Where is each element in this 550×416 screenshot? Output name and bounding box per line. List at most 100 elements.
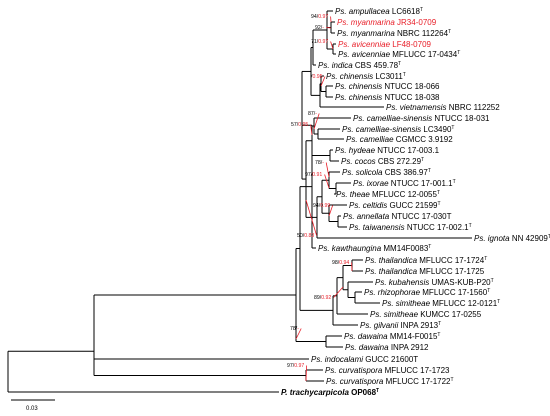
taxon-name: Ps. indocalami bbox=[311, 355, 365, 364]
tip-label: Ps. chinensis LC3011T bbox=[326, 72, 406, 81]
bayesian-probability: 0.99 bbox=[320, 203, 330, 209]
support-value: 78/- bbox=[315, 160, 324, 166]
type-marker: T bbox=[437, 332, 440, 338]
taxon-name: Ps. hydeae bbox=[335, 146, 377, 155]
support-value: 98/0.94 bbox=[332, 260, 349, 266]
strain-id: GUCC 21600T bbox=[365, 355, 418, 364]
type-marker: T bbox=[491, 278, 494, 284]
ml-bootstrap: 71/ bbox=[311, 39, 319, 45]
taxon-name: Ps. curvatispora bbox=[326, 377, 386, 386]
scale-bar: 0.03 bbox=[11, 399, 55, 412]
tip-label: Ps. ampullacea LC6618T bbox=[335, 7, 423, 16]
taxon-name: Ps. camelliae-sinensis bbox=[342, 125, 423, 134]
bayesian-probability: - bbox=[322, 160, 324, 166]
tip-label: Ps. kubahensis UMAS-KUB-P20T bbox=[375, 278, 494, 287]
tip-label: P. trachycarpicola OP068T bbox=[281, 388, 379, 397]
strain-id: NTUCC 17-003.1 bbox=[377, 146, 439, 155]
tip-label: Ps. vietnamensis NBRC 112252 bbox=[386, 103, 500, 112]
ml-bootstrap: 92/ bbox=[315, 25, 323, 31]
strain-id: NN 42909 bbox=[512, 234, 549, 243]
taxon-name: Ps. chinensis bbox=[326, 72, 375, 81]
tip-label: Ps. gilvanii INPA 2913T bbox=[360, 321, 441, 330]
support-value: /0.95 bbox=[311, 74, 323, 80]
taxon-name: Ps. simitheae bbox=[382, 299, 432, 308]
strain-id: LC3011 bbox=[375, 72, 403, 81]
strain-id: CBS 272.29 bbox=[378, 157, 422, 166]
strain-id: LC3490 bbox=[423, 125, 452, 134]
strain-id: MM14F0083 bbox=[383, 244, 428, 253]
tip-label: Ps. myanmarina NBRC 112264T bbox=[337, 29, 451, 38]
taxon-name: Ps. myanmarina bbox=[337, 18, 397, 27]
tip-label: Ps. camelliae-sinensis LC3490T bbox=[342, 125, 454, 134]
bayesian-probability: 0.94 bbox=[339, 260, 349, 266]
strain-id: MFLUCC 12-0055 bbox=[372, 190, 437, 199]
type-marker: T bbox=[484, 256, 487, 262]
taxon-name: Ps. simitheae bbox=[370, 310, 420, 319]
taxon-name: P. trachycarpicola bbox=[281, 388, 351, 397]
tip-label: Ps. dawaina INPA 2912 bbox=[345, 343, 429, 352]
strain-id: MFLUCC 17-1724 bbox=[419, 256, 484, 265]
ml-bootstrap: 78/ bbox=[290, 326, 298, 332]
support-pointer bbox=[313, 113, 320, 130]
strain-id: OP068 bbox=[351, 388, 376, 397]
strain-id: NTUCC 18-066 bbox=[384, 82, 440, 91]
type-marker: T bbox=[428, 168, 431, 174]
type-marker: T bbox=[448, 29, 451, 35]
taxon-name: Ps. dawaina bbox=[345, 343, 391, 352]
taxon-name: Ps. taiwanensis bbox=[349, 223, 407, 232]
support-pointer bbox=[305, 199, 317, 236]
taxon-name: Ps. thailandica bbox=[365, 256, 419, 265]
ml-bootstrap: 57/ bbox=[291, 122, 299, 128]
taxon-name: Ps. indica bbox=[318, 61, 355, 70]
tip-label: Ps. curvatispora MFLUCC 17-1723 bbox=[325, 366, 450, 375]
ml-bootstrap: 78/ bbox=[315, 160, 323, 166]
strain-id: LC6618 bbox=[392, 7, 421, 16]
type-marker: T bbox=[421, 157, 424, 163]
support-labels: 94/0.9792/-71/0.97/0.9587/-57/0.9578/-97… bbox=[287, 14, 349, 369]
tip-label: Ps. dawaina MM14-F0015T bbox=[344, 332, 440, 341]
taxon-name: Ps. ignota bbox=[474, 234, 512, 243]
tip-label: Ps. avicenniae LF48-0709 bbox=[338, 40, 432, 49]
tip-label: Ps. annellata NTUCC 17-030T bbox=[343, 212, 452, 221]
tip-label: Ps. simitheae MFLUCC 12-0121T bbox=[382, 299, 500, 308]
tip-label: Ps. thailandica MFLUCC 17-1724T bbox=[365, 256, 487, 265]
tip-label: Ps. hydeae NTUCC 17-003.1 bbox=[335, 146, 440, 155]
strain-id: MFLUCC 17-1560 bbox=[422, 288, 487, 297]
strain-id: KUMCC 17-0255 bbox=[420, 310, 481, 319]
taxon-name: Ps. ampullacea bbox=[335, 7, 392, 16]
tip-label: Ps. chinensis NTUCC 18-038 bbox=[335, 93, 440, 102]
bayesian-probability: 0.92 bbox=[321, 295, 331, 301]
support-pointer bbox=[330, 41, 334, 50]
taxon-name: Ps. dawaina bbox=[344, 332, 390, 341]
taxon-name: Ps. vietnamensis bbox=[386, 103, 449, 112]
support-value: 78/- bbox=[290, 326, 299, 332]
strain-id: MFLUCC 17-1723 bbox=[385, 366, 450, 375]
taxon-name: Ps. camelliae bbox=[346, 135, 396, 144]
support-pointer bbox=[310, 124, 313, 136]
support-value: 89/0.92 bbox=[314, 295, 331, 301]
support-value: 94/0.97 bbox=[311, 14, 328, 20]
taxon-name: Ps. thailandica bbox=[365, 267, 419, 276]
support-pointer bbox=[333, 286, 344, 298]
ml-bootstrap: 94/ bbox=[311, 14, 319, 20]
type-marker: T bbox=[438, 201, 441, 207]
taxon-name: Ps. annellata bbox=[343, 212, 391, 221]
taxon-name: Ps. rhizophorae bbox=[364, 288, 422, 297]
bayesian-probability: 0.97 bbox=[294, 363, 304, 369]
bayesian-probability: 0.95 bbox=[298, 122, 308, 128]
strain-id: CBS 459.78 bbox=[355, 61, 399, 70]
bayesian-probability: - bbox=[322, 25, 324, 31]
support-value: 97/0.97 bbox=[287, 363, 304, 369]
strain-id: MFLUCC 17-0434 bbox=[392, 50, 457, 59]
strain-id: NBRC 112252 bbox=[449, 103, 501, 112]
strain-id: NTUCC 18-038 bbox=[384, 93, 440, 102]
support-value: 92/- bbox=[315, 25, 324, 31]
taxon-name: Ps. avicenniae bbox=[338, 40, 392, 49]
ml-bootstrap: 87/ bbox=[308, 111, 316, 117]
tip-label: Ps. taiwanensis NTUCC 17-002.1T bbox=[349, 223, 472, 232]
bayesian-probability: 0.97 bbox=[318, 14, 328, 20]
taxon-name: Ps. gilvanii bbox=[360, 321, 400, 330]
type-marker: T bbox=[438, 321, 441, 327]
